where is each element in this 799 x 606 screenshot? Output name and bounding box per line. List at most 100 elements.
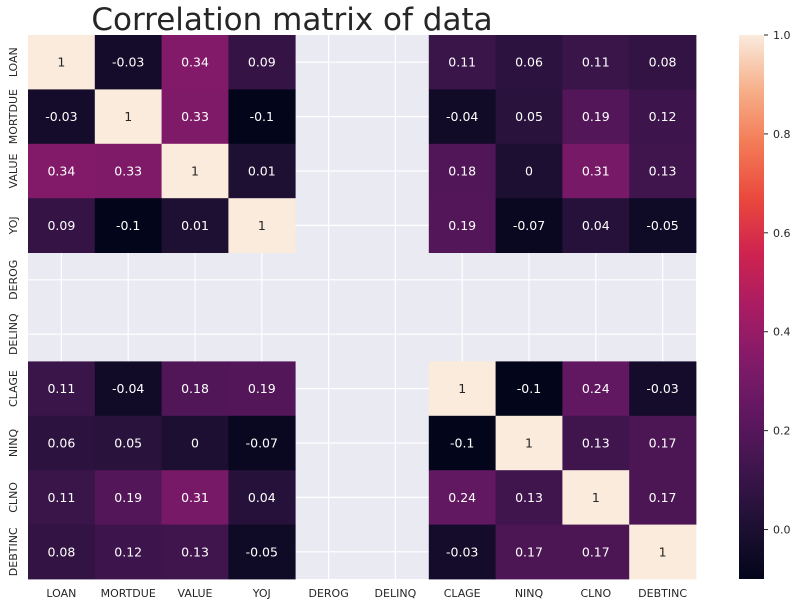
x-tick-label: DEROG bbox=[308, 587, 348, 600]
cell-value-label: 0.19 bbox=[448, 218, 476, 233]
heatmap-cell bbox=[495, 35, 563, 90]
colorbar-tick-label: 0.6 bbox=[773, 227, 791, 240]
cell-value-label: -0.03 bbox=[646, 381, 678, 396]
cell-value-label: -0.05 bbox=[646, 218, 678, 233]
heatmap-cell bbox=[428, 143, 496, 199]
cell-value-label: 0.05 bbox=[114, 436, 142, 451]
cell-value-label: 0 bbox=[525, 164, 533, 179]
cell-value-label: 0.19 bbox=[248, 381, 276, 396]
cell-value-label: 0.04 bbox=[582, 218, 610, 233]
cell-value-label: 0.12 bbox=[114, 544, 142, 559]
heatmap-cell bbox=[228, 143, 296, 199]
colorbar-tick-label: 0.0 bbox=[773, 524, 791, 537]
x-tick-label: DELINQ bbox=[375, 587, 417, 600]
y-tick-label: LOAN bbox=[7, 47, 20, 77]
heatmap-cell bbox=[28, 415, 96, 471]
heatmap-cell bbox=[495, 89, 563, 145]
heatmap-cell bbox=[228, 524, 296, 580]
heatmap-cell bbox=[161, 415, 229, 471]
heatmap-cell bbox=[94, 143, 162, 199]
cell-value-label: 0.33 bbox=[181, 109, 209, 124]
cell-value-label: 0.19 bbox=[582, 109, 610, 124]
heatmap-cell bbox=[161, 198, 229, 253]
heatmap-cell bbox=[28, 143, 96, 199]
heatmap-cell bbox=[495, 143, 563, 199]
cell-value-label: 0.18 bbox=[448, 164, 476, 179]
cell-value-label: 0.09 bbox=[47, 218, 75, 233]
y-tick-label: DEBTINC bbox=[7, 527, 20, 576]
y-tick-label: YOJ bbox=[7, 216, 20, 235]
y-tick-label: CLAGE bbox=[7, 370, 20, 407]
cell-value-label: -0.1 bbox=[450, 436, 474, 451]
cell-value-label: -0.03 bbox=[112, 55, 144, 70]
y-tick-label: DELINQ bbox=[7, 313, 20, 355]
cell-value-label: 0.05 bbox=[515, 109, 543, 124]
cell-value-label: 0.31 bbox=[582, 164, 610, 179]
x-tick-label: NINQ bbox=[515, 587, 544, 600]
cell-value-label: 0.33 bbox=[114, 164, 142, 179]
heatmap-cell bbox=[94, 361, 162, 417]
heatmap-cell bbox=[495, 198, 563, 253]
heatmap-cell bbox=[629, 89, 697, 145]
heatmap-cell bbox=[562, 89, 630, 145]
colorbar-tick-label: 1.0 bbox=[773, 29, 791, 42]
heatmap-cell bbox=[428, 198, 496, 253]
x-tick-label: MORTDUE bbox=[101, 587, 156, 600]
cell-value-label: 0.09 bbox=[248, 55, 276, 70]
cell-value-label: 0.08 bbox=[47, 544, 75, 559]
x-tick-label: VALUE bbox=[178, 587, 213, 600]
y-axis-ticks: LOAN MORTDUE VALUE YOJ DEROG DELINQ CLAGE NINQ C… bbox=[7, 47, 20, 576]
colorbar-tick-label: 0.4 bbox=[773, 326, 791, 339]
heatmap-cell bbox=[228, 35, 296, 90]
cell-value-label: 0.08 bbox=[649, 55, 677, 70]
cell-value-label: 0.17 bbox=[515, 544, 543, 559]
heatmap-cell bbox=[94, 470, 162, 525]
cell-value-label: 0.04 bbox=[248, 490, 276, 505]
cell-value-label: 1 bbox=[592, 490, 600, 505]
heatmap-cell bbox=[161, 470, 229, 525]
heatmap-cell bbox=[562, 361, 630, 417]
heatmap-cell bbox=[228, 415, 296, 471]
cell-value-label: 0.01 bbox=[248, 164, 276, 179]
cell-value-label: -0.04 bbox=[112, 381, 144, 396]
cell-value-label: -0.05 bbox=[246, 544, 278, 559]
heatmap-cell bbox=[161, 361, 229, 417]
cell-value-label: 0.13 bbox=[582, 436, 610, 451]
heatmap-cell bbox=[629, 524, 697, 580]
cell-value-label: -0.07 bbox=[513, 218, 545, 233]
cell-value-label: 0.24 bbox=[582, 381, 610, 396]
y-tick-label: NINQ bbox=[7, 428, 20, 457]
x-tick-label: CLAGE bbox=[444, 587, 481, 600]
chart-title: Correlation matrix of data bbox=[91, 2, 492, 38]
cell-value-label: 0.11 bbox=[448, 55, 476, 70]
cell-value-label: 1 bbox=[191, 164, 199, 179]
heatmap-cell bbox=[28, 361, 96, 417]
cell-value-label: 0 bbox=[191, 436, 199, 451]
heatmap-cell bbox=[428, 35, 496, 90]
cell-value-label: -0.03 bbox=[45, 109, 77, 124]
heatmap-cell bbox=[562, 35, 630, 90]
heatmap-cell bbox=[428, 361, 496, 417]
heatmap-cell bbox=[428, 470, 496, 525]
heatmap-cell bbox=[495, 524, 563, 580]
cell-value-label: 0.17 bbox=[582, 544, 610, 559]
cell-value-label: 0.11 bbox=[582, 55, 610, 70]
heatmap-cell bbox=[495, 415, 563, 471]
colorbar-tick-label: 0.8 bbox=[773, 128, 791, 141]
heatmap-cell bbox=[228, 361, 296, 417]
heatmap-cell bbox=[28, 89, 96, 145]
heatmap-cell bbox=[495, 470, 563, 525]
heatmap-cell bbox=[562, 415, 630, 471]
heatmap-cell bbox=[562, 143, 630, 199]
heatmap-cell bbox=[94, 524, 162, 580]
heatmap-cell bbox=[94, 415, 162, 471]
heatmap-cell bbox=[629, 470, 697, 525]
cell-value-label: 1 bbox=[258, 218, 266, 233]
cell-value-label: 1 bbox=[659, 544, 667, 559]
heatmap-cell bbox=[161, 143, 229, 199]
x-tick-label: LOAN bbox=[46, 587, 76, 600]
cell-value-label: 0.11 bbox=[47, 381, 75, 396]
cell-value-label: 0.19 bbox=[114, 490, 142, 505]
y-tick-label: MORTDUE bbox=[7, 89, 20, 144]
colorbar: 1.0 0.8 0.6 0.4 0.2 0.0 bbox=[739, 29, 791, 579]
